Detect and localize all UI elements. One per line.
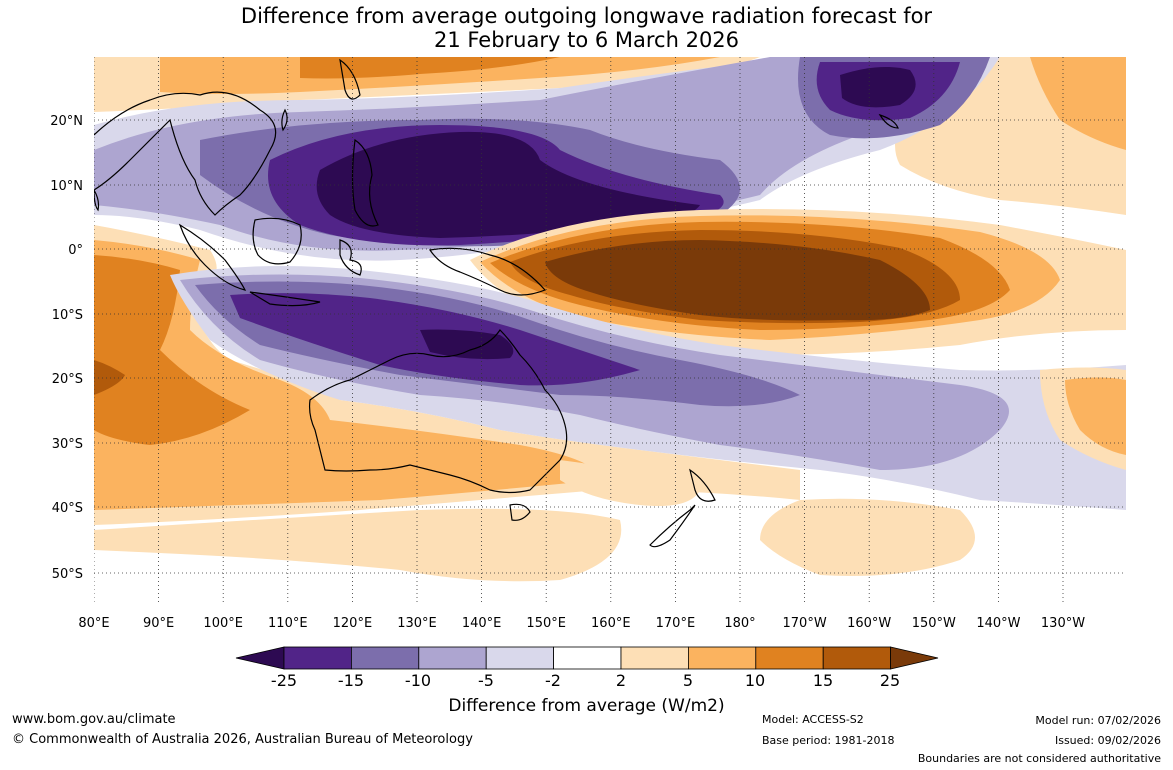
colorbar-swatch bbox=[620, 646, 689, 670]
coastline-sumatra bbox=[178, 223, 247, 291]
coastline-java bbox=[249, 291, 321, 307]
coastline-philippines bbox=[351, 138, 379, 227]
coastline-new-zealand bbox=[649, 468, 716, 548]
coastlines bbox=[94, 58, 899, 548]
lat-label: 20°N bbox=[50, 114, 83, 129]
lon-label: 180° bbox=[724, 616, 755, 631]
coastline-hawaii bbox=[878, 113, 899, 129]
coastline-asia-mainland bbox=[94, 91, 277, 216]
map-field bbox=[94, 57, 1126, 605]
colorbar-tick-label: -5 bbox=[478, 671, 494, 690]
colorbar-tick-label: -15 bbox=[337, 671, 365, 690]
model-run-date: Model run: 07/02/2026 bbox=[1035, 714, 1161, 727]
lat-label: 0° bbox=[68, 243, 83, 258]
latitude-labels: 20°N 10°N 0° 10°S 20°S 30°S 40°S 50°S bbox=[50, 114, 83, 582]
lat-label: 20°S bbox=[52, 372, 83, 387]
colorbar-swatch bbox=[283, 646, 352, 670]
anomaly-region-purple-north bbox=[316, 131, 700, 238]
coastline-borneo bbox=[252, 217, 302, 265]
anomaly-region-indian-orange bbox=[94, 360, 125, 395]
colorbar-tick-label: 5 bbox=[682, 671, 694, 690]
lon-label: 130°E bbox=[397, 616, 437, 631]
coastline-tasmania bbox=[509, 503, 531, 521]
colorbar-tick-label: 15 bbox=[812, 671, 834, 690]
lon-label: 100°E bbox=[203, 616, 243, 631]
colorbar-swatch bbox=[553, 646, 622, 670]
anomaly-region-south-orange bbox=[94, 508, 622, 582]
coastline-new-guinea bbox=[428, 247, 547, 296]
chart-title-line-1: Difference from average outgoing longwav… bbox=[240, 4, 933, 28]
lat-label: 30°S bbox=[52, 437, 83, 452]
lon-label: 140°E bbox=[462, 616, 502, 631]
anomaly-region-indian-orange bbox=[94, 255, 250, 445]
lat-label: 40°S bbox=[52, 501, 83, 516]
longitude-labels: 80°E 90°E 100°E 110°E 120°E 130°E 140°E … bbox=[78, 616, 1085, 631]
colorbar bbox=[235, 646, 939, 670]
graticule bbox=[94, 57, 1126, 605]
lon-label: 170°W bbox=[783, 616, 827, 631]
colorbar-swatch bbox=[822, 646, 892, 670]
coastline-taiwan bbox=[281, 108, 288, 132]
website-link[interactable]: www.bom.gov.au/climate bbox=[12, 712, 176, 727]
anomaly-region-north-orange bbox=[300, 57, 560, 79]
anomaly-region-ne-orange bbox=[1030, 57, 1126, 150]
anomaly-region-south-orange bbox=[760, 498, 975, 576]
colorbar-swatch bbox=[688, 646, 757, 670]
colorbar-tick-label: -10 bbox=[404, 671, 432, 690]
coastline-sulawesi bbox=[339, 239, 362, 276]
colorbar-tick-label: 25 bbox=[879, 671, 901, 690]
colorbar-swatch bbox=[418, 646, 487, 670]
lon-label: 170°E bbox=[656, 616, 696, 631]
colorbar-swatch bbox=[755, 646, 824, 670]
anomaly-region-south-orange bbox=[1065, 377, 1126, 455]
issued-date: Issued: 09/02/2026 bbox=[1054, 734, 1161, 747]
base-period: Base period: 1981-2018 bbox=[762, 734, 895, 747]
lon-label: 150°E bbox=[526, 616, 566, 631]
lon-label: 120°E bbox=[333, 616, 373, 631]
colorbar-arrow-right bbox=[890, 646, 939, 670]
anomaly-region-purple-south bbox=[420, 329, 514, 360]
lon-label: 80°E bbox=[78, 616, 109, 631]
colorbar-title: Difference from average (W/m2) bbox=[448, 696, 725, 716]
colorbar-swatch bbox=[485, 646, 555, 670]
lat-label: 10°N bbox=[50, 179, 83, 194]
lat-label: 10°S bbox=[52, 308, 83, 323]
anomaly-region-np-purple bbox=[840, 66, 916, 108]
chart-title-line-2: 21 February to 6 March 2026 bbox=[433, 28, 740, 52]
lon-label: 160°E bbox=[591, 616, 631, 631]
lon-label: 90°E bbox=[143, 616, 174, 631]
model-name: Model: ACCESS-S2 bbox=[762, 713, 864, 726]
anomaly-region-south-orange bbox=[560, 460, 700, 506]
lon-label: 160°W bbox=[847, 616, 891, 631]
lon-label: 130°W bbox=[1041, 616, 1085, 631]
lon-label: 150°W bbox=[912, 616, 956, 631]
colorbar-tick-label: -2 bbox=[545, 671, 561, 690]
coastline-australia bbox=[308, 329, 568, 494]
lon-label: 140°W bbox=[976, 616, 1020, 631]
copyright-text: © Commonwealth of Australia 2026, Austra… bbox=[12, 732, 473, 747]
colorbar-tick-label: 10 bbox=[744, 671, 766, 690]
colorbar-tick-label: -25 bbox=[270, 671, 298, 690]
colorbar-tick-label: 2 bbox=[615, 671, 627, 690]
boundaries-disclaimer: Boundaries are not considered authoritat… bbox=[917, 752, 1161, 765]
anomaly-region-pacific-orange bbox=[545, 240, 930, 321]
anomaly-region-indian-orange bbox=[94, 240, 600, 510]
lat-label: 50°S bbox=[52, 567, 83, 582]
coastline-japan bbox=[339, 58, 361, 100]
colorbar-swatch bbox=[350, 646, 420, 670]
colorbar-arrow-left bbox=[235, 646, 285, 670]
lon-label: 110°E bbox=[268, 616, 308, 631]
